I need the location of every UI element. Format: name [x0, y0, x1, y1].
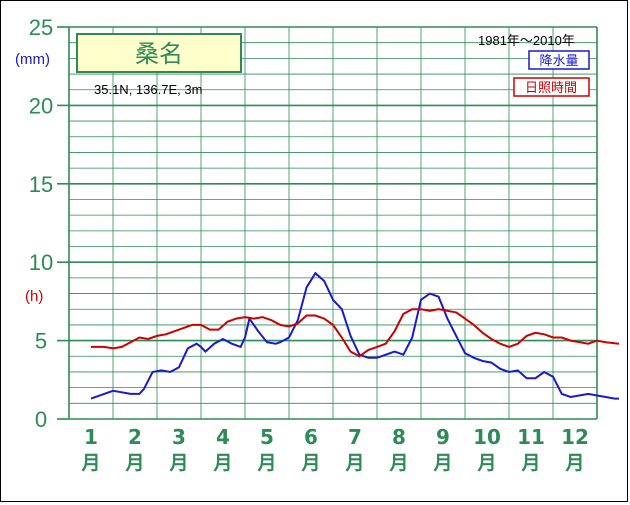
legend-precip-label: 降水量: [539, 54, 578, 69]
month-number-label: 8: [392, 425, 406, 449]
month-suffix-label: 月: [80, 452, 100, 474]
month-number-label: 6: [304, 425, 318, 449]
y-tick-label: 15: [29, 172, 53, 197]
legend-sunshine-label: 日照時間: [525, 81, 577, 96]
y-tick-label: 20: [29, 93, 53, 118]
month-number-label: 1: [84, 425, 98, 449]
station-coords: 35.1N, 136.7E, 3m: [94, 82, 202, 97]
y-tick-labels: 0 5 10 15 20 25: [29, 15, 53, 432]
station-name: 桑名: [135, 40, 183, 68]
month-number-label: 11: [517, 425, 545, 449]
month-suffix-label: 月: [564, 452, 584, 474]
month-suffix-label: 月: [212, 452, 232, 474]
month-number-label: 3: [172, 425, 186, 449]
month-suffix-label: 月: [256, 452, 276, 474]
month-suffix-label: 月: [124, 452, 144, 474]
month-suffix-label: 月: [520, 452, 540, 474]
month-number-label: 4: [216, 425, 230, 449]
station-box: [76, 33, 242, 73]
legend-sunshine-box: [513, 77, 590, 97]
precip-line: [90, 271, 619, 400]
month-suffix-label: 月: [168, 452, 188, 474]
month-number-label: 12: [561, 425, 589, 449]
period-label: 1981年〜2010年: [478, 33, 575, 48]
month-number-label: 7: [348, 425, 362, 449]
grid: [57, 26, 598, 420]
month-suffix-label: 月: [476, 452, 496, 474]
sunshine-line: [91, 308, 620, 358]
sunshine-unit-label: (h): [25, 288, 43, 305]
y-tick-label: 10: [29, 250, 53, 275]
month-suffix-label: 月: [344, 452, 364, 474]
month-number-label: 10: [473, 425, 501, 449]
month-number-label: 5: [260, 425, 274, 449]
month-labels: 1 月 2 月 3 月 4 月 5 月 6 月 7 月 8 月 9 月 10 月 11 月 12 月: [80, 425, 588, 474]
month-suffix-label: 月: [300, 452, 320, 474]
y-tick-label: 5: [35, 329, 47, 354]
month-number-label: 9: [436, 425, 450, 449]
y-tick-label: 25: [29, 15, 53, 40]
precip-unit-label: (mm): [15, 51, 50, 68]
month-suffix-label: 月: [432, 452, 452, 474]
month-suffix-label: 月: [388, 452, 408, 474]
legend-precip-box: [528, 50, 590, 70]
y-tick-label: 0: [35, 407, 47, 432]
month-number-label: 2: [128, 425, 142, 449]
